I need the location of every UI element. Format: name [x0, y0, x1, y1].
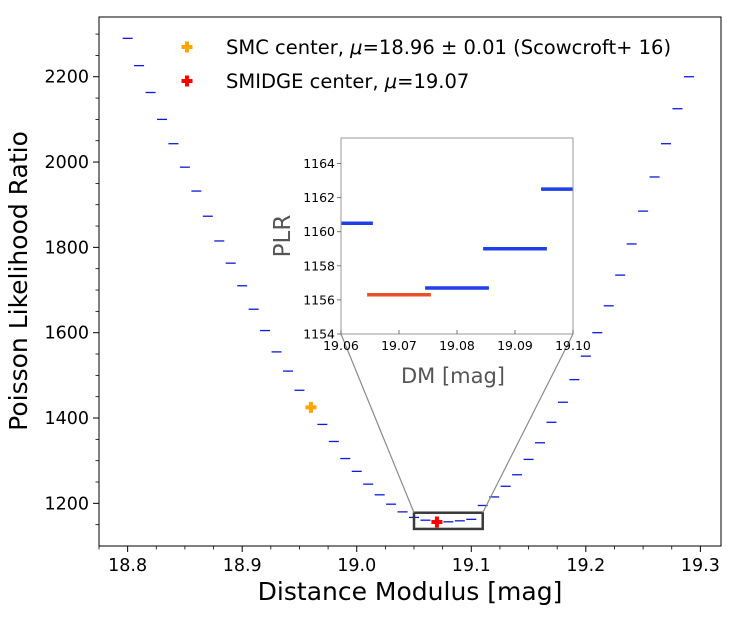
inset-connector-left	[340, 333, 415, 513]
inset-chart: 19.06 19.07 19.08 19.09 19.10 11541156115811…	[270, 137, 591, 388]
x-tick-label: 19.2	[566, 556, 605, 576]
legend-entry-smidge: SMIDGE center, μ=19.07	[226, 70, 469, 93]
main-plot-frame	[98, 16, 722, 547]
inset-y-label: PLR	[270, 215, 296, 258]
center-markers	[305, 401, 443, 528]
inset-y-tick-label: 1156	[303, 292, 335, 307]
inset-background	[341, 138, 573, 334]
y-tick-label: 2000	[44, 153, 89, 173]
y-tick-label: 1800	[44, 238, 89, 258]
x-tick-label: 19.0	[337, 556, 376, 576]
inset-x-tick-label: 19.09	[497, 338, 533, 353]
y-tick-label: 1600	[44, 324, 89, 344]
inset-y-tick-label: 1154	[303, 327, 335, 342]
inset-connector-right	[482, 333, 574, 513]
marker-smidge-center	[431, 516, 443, 528]
inset-x-label: DM [mag]	[401, 364, 505, 388]
legend-icon-smidge	[181, 75, 193, 87]
inset-x-axis: 19.06 19.07 19.08 19.09 19.10	[323, 330, 591, 353]
x-tick-label: 18.8	[108, 556, 147, 576]
y-tick-label: 1200	[44, 494, 89, 514]
inset-y-tick-label: 1164	[303, 156, 335, 171]
inset-x-tick-label: 19.07	[381, 338, 417, 353]
inset-x-tick-label: 19.10	[555, 338, 591, 353]
marker-smc-center	[305, 401, 317, 413]
inset-y-tick-label: 1160	[303, 224, 335, 239]
main-data-series	[122, 37, 694, 523]
inset-x-tick-label: 19.06	[323, 338, 359, 353]
x-axis-label: Distance Modulus [mag]	[258, 577, 563, 606]
x-tick-label: 19.3	[681, 556, 720, 576]
inset-data-series	[341, 187, 573, 297]
main-x-axis: 18.8 18.9 19.0 19.1 19.2 19.3	[98, 546, 720, 576]
inset-y-tick-label: 1162	[303, 190, 335, 205]
y-axis-label: Poisson Likelihood Ratio	[4, 131, 33, 431]
zoom-region-box	[412, 511, 484, 531]
x-tick-label: 18.9	[223, 556, 262, 576]
main-y-axis: 1200 1400 1600 1800 2000 2200	[44, 33, 99, 526]
y-tick-label: 2200	[44, 68, 89, 88]
legend-icon-smc	[181, 41, 193, 53]
legend: SMC center, μ=18.96 ± 0.01 (Scowcroft+ 1…	[181, 36, 671, 93]
inset-y-tick-label: 1158	[303, 258, 335, 273]
inset-y-axis: 1154 1156 1158 1160 1162 1164	[303, 156, 341, 342]
inset-x-tick-label: 19.08	[439, 338, 475, 353]
y-tick-label: 1400	[44, 409, 89, 429]
legend-entry-smc: SMC center, μ=18.96 ± 0.01 (Scowcroft+ 1…	[226, 36, 671, 59]
x-tick-label: 19.1	[452, 556, 491, 576]
